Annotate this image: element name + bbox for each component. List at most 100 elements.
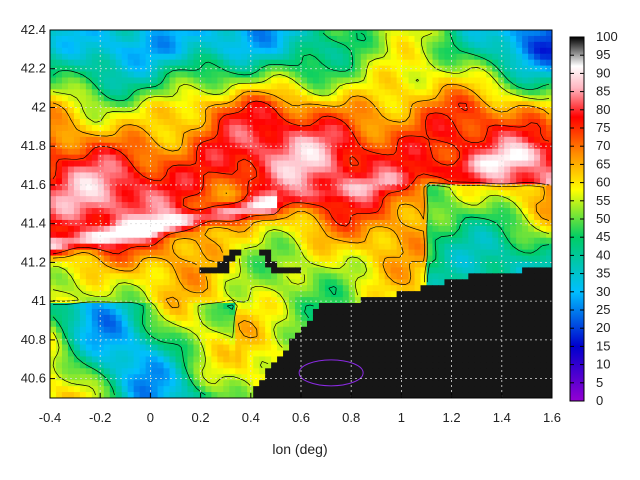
heatmap-cell [289, 326, 296, 334]
heatmap-cell [330, 30, 338, 37]
heatmap-cell [223, 53, 230, 61]
heatmap-cell [522, 314, 529, 322]
heatmap-cell [312, 273, 320, 280]
heatmap-cell [271, 101, 278, 108]
heatmap-cell [456, 249, 463, 257]
heatmap-cell [241, 320, 248, 328]
heatmap-cell [283, 89, 290, 96]
heatmap-cell [181, 297, 189, 304]
heatmap-cell [151, 95, 159, 102]
heatmap-cell [408, 320, 416, 328]
heatmap-cell [50, 178, 57, 185]
heatmap-cell [127, 160, 135, 168]
heatmap-cell [127, 190, 135, 197]
heatmap-cell [324, 47, 332, 55]
heatmap-cell [426, 202, 434, 209]
heatmap-cell [181, 119, 189, 126]
heatmap-cell [223, 160, 230, 168]
heatmap-cell [193, 202, 201, 209]
heatmap-cell [55, 178, 63, 185]
heatmap-cell [229, 219, 236, 227]
heatmap-cell [121, 208, 129, 215]
heatmap-cell [241, 83, 248, 90]
heatmap-cell [157, 130, 165, 138]
heatmap-cell [301, 285, 308, 292]
heatmap-cell [528, 119, 535, 126]
heatmap-cell [534, 261, 541, 269]
heatmap-cell [61, 350, 69, 358]
heatmap-cell [324, 154, 332, 162]
heatmap-cell [157, 148, 165, 156]
heatmap-cell [444, 65, 452, 73]
heatmap-cell [289, 291, 296, 298]
heatmap-cell [61, 297, 69, 304]
heatmap-cell [199, 374, 206, 381]
heatmap-cell [50, 303, 57, 310]
heatmap-cell [522, 59, 529, 67]
heatmap-cell [306, 136, 314, 144]
heatmap-cell [462, 332, 469, 340]
heatmap-cell [450, 374, 457, 381]
heatmap-cell [277, 255, 284, 263]
heatmap-cell [217, 291, 224, 298]
heatmap-cell [474, 107, 481, 114]
heatmap-cell [55, 255, 63, 263]
heatmap-cell [546, 41, 552, 49]
heatmap-cell [50, 368, 57, 375]
heatmap-cell [510, 356, 517, 363]
heatmap-cell [522, 184, 529, 191]
heatmap-cell [312, 249, 320, 257]
heatmap-cell [277, 273, 284, 280]
heatmap-cell [55, 243, 63, 251]
heatmap-cell [133, 231, 141, 239]
heatmap-cell [163, 362, 171, 369]
heatmap-cell [205, 166, 212, 174]
heatmap-cell [426, 320, 434, 328]
heatmap-cell [438, 267, 446, 274]
heatmap-cell [324, 261, 332, 269]
heatmap-cell [450, 344, 457, 352]
heatmap-cell [498, 160, 505, 168]
heatmap-cell [468, 308, 475, 316]
heatmap-cell [193, 208, 201, 215]
heatmap-cell [301, 59, 308, 67]
heatmap-cell [444, 202, 452, 209]
heatmap-cell [306, 279, 314, 286]
heatmap-cell [193, 47, 201, 55]
heatmap-cell [474, 297, 481, 304]
heatmap-cell [259, 261, 266, 269]
heatmap-cell [151, 77, 159, 85]
heatmap-cell [109, 285, 117, 292]
heatmap-cell [420, 225, 428, 233]
heatmap-cell [205, 119, 212, 126]
heatmap-cell [528, 255, 535, 263]
heatmap-cell [540, 113, 547, 120]
heatmap-cell [241, 273, 248, 280]
heatmap-cell [492, 225, 499, 233]
heatmap-cell [139, 160, 147, 168]
heatmap-cell [372, 172, 380, 179]
heatmap-cell [456, 326, 463, 334]
heatmap-cell [342, 136, 350, 144]
heatmap-cell [67, 362, 75, 369]
heatmap-cell [229, 196, 236, 203]
heatmap-cell [283, 101, 290, 108]
heatmap-cell [432, 190, 440, 197]
heatmap-cell [103, 249, 111, 257]
heatmap-cell [253, 291, 260, 298]
heatmap-cell [217, 326, 224, 334]
heatmap-cell [438, 214, 446, 221]
heatmap-cell [486, 368, 493, 375]
heatmap-cell [450, 314, 457, 322]
heatmap-cell [444, 53, 452, 61]
heatmap-cell [127, 148, 135, 156]
heatmap-cell [73, 142, 81, 150]
heatmap-cell [235, 303, 242, 310]
heatmap-cell [444, 214, 452, 221]
heatmap-cell [271, 368, 278, 375]
heatmap-cell [253, 95, 260, 102]
heatmap-cell [217, 124, 224, 132]
heatmap-cell [229, 119, 236, 126]
heatmap-cell [61, 136, 69, 144]
heatmap-cell [109, 231, 117, 239]
